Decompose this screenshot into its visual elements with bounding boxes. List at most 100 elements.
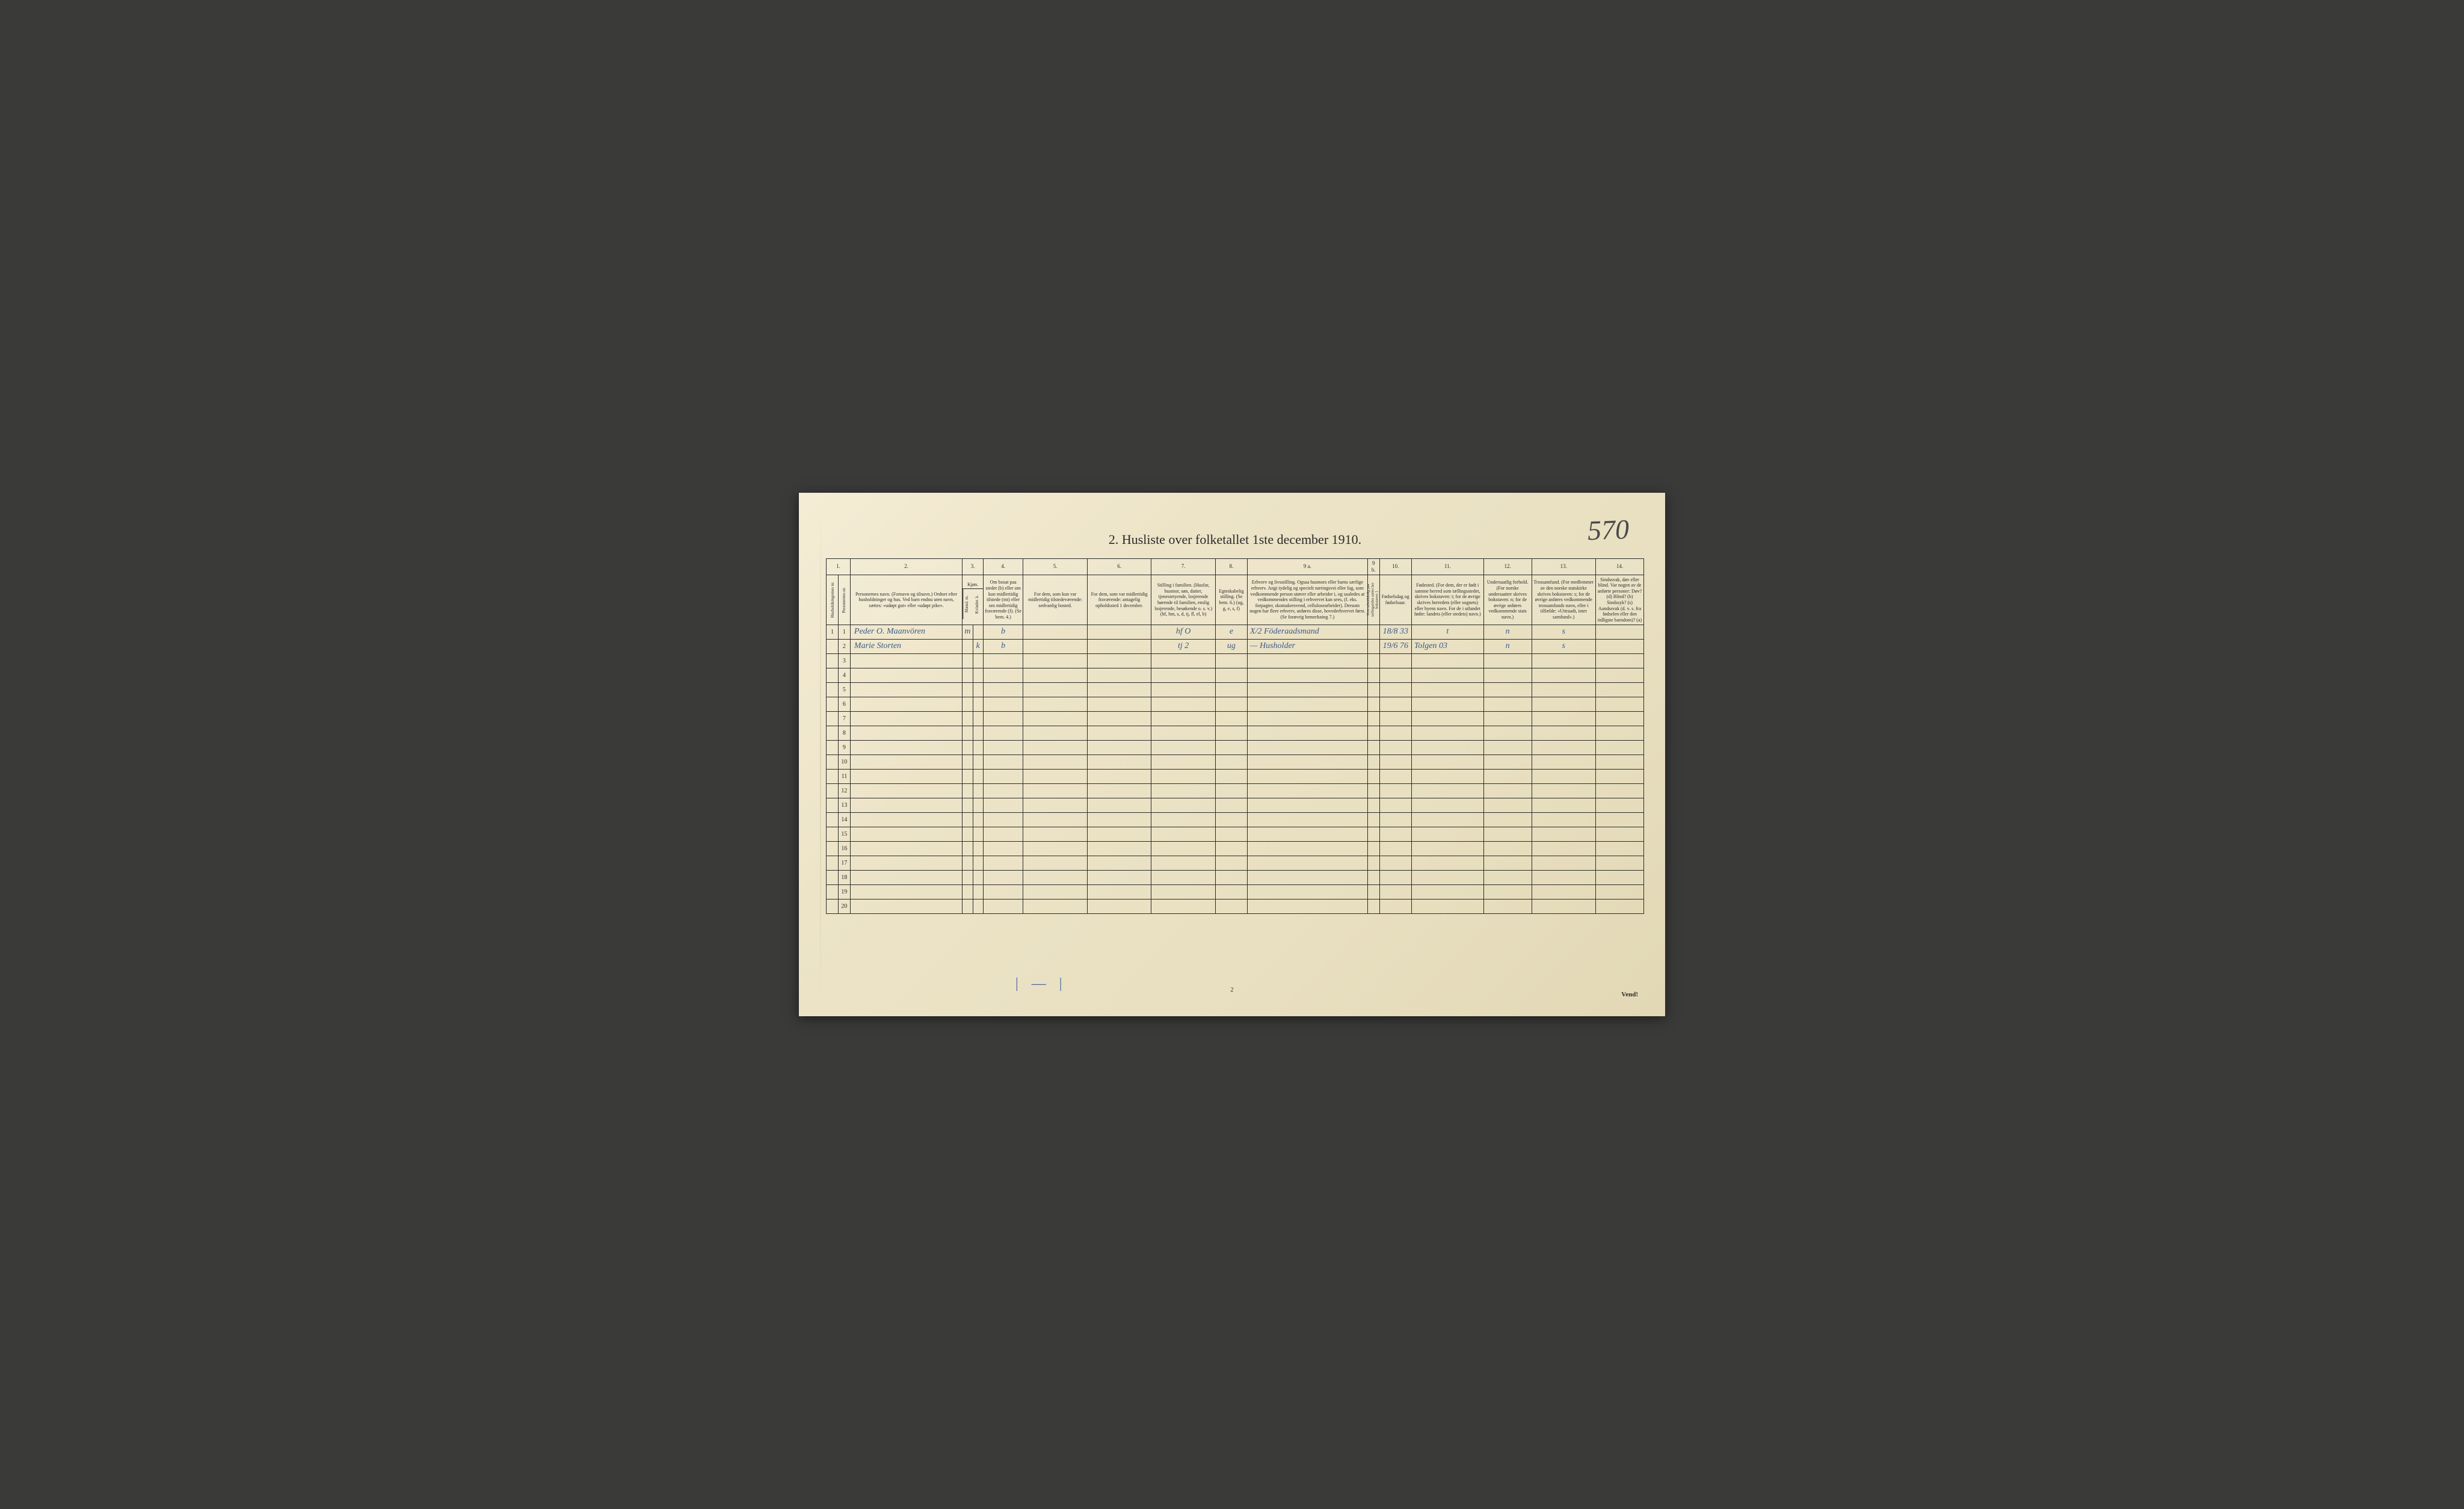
cell-empty — [1483, 697, 1532, 712]
cell-empty — [1379, 683, 1411, 697]
census-page: 570 2. Husliste over folketallet 1ste de… — [799, 493, 1665, 1016]
cell-empty — [1367, 798, 1379, 813]
cell-empty — [1087, 770, 1151, 784]
table-row: 20 — [827, 900, 1644, 914]
colnum-5: 5. — [1023, 559, 1087, 575]
cell-empty — [1379, 755, 1411, 770]
cell-empty — [1596, 827, 1644, 842]
cell-empty — [1087, 654, 1151, 668]
hdr-trossamfund: Trossamfund. (For medlemmer av den norsk… — [1532, 575, 1595, 625]
cell-empty — [1087, 856, 1151, 871]
cell-empty — [1483, 900, 1532, 914]
cell-empty — [1532, 770, 1595, 784]
cell-empty — [1248, 697, 1368, 712]
cell-empty — [1023, 871, 1087, 885]
cell-empty — [1215, 741, 1247, 755]
cell-empty — [1411, 654, 1483, 668]
hdr-tilstede: For dem, som kun var midlertidig tilsted… — [1023, 575, 1087, 625]
cell-empty — [1248, 712, 1368, 726]
cell-empty — [1215, 668, 1247, 683]
cell-pnr: 7 — [838, 712, 850, 726]
cell-empty — [1151, 654, 1215, 668]
cell-empty — [973, 871, 983, 885]
colnum-9b: 9 b. — [1367, 559, 1379, 575]
cell-empty — [1087, 755, 1151, 770]
cell-empty — [1248, 885, 1368, 900]
cell-empty — [1532, 755, 1595, 770]
cell-empty — [1483, 856, 1532, 871]
cell-eg: ug — [1215, 640, 1247, 654]
cell-empty — [1411, 683, 1483, 697]
cell-empty — [1248, 741, 1368, 755]
colnum-8: 8. — [1215, 559, 1247, 575]
cell-empty — [1596, 712, 1644, 726]
cell-empty — [1215, 726, 1247, 741]
colnum-3: 3. — [962, 559, 984, 575]
hdr-erhverv: Erhverv og livsstilling. Ogsaa husmors e… — [1248, 575, 1368, 625]
cell-empty — [1151, 668, 1215, 683]
cell-empty — [1087, 813, 1151, 827]
table-row: 8 — [827, 726, 1644, 741]
cell-empty — [1151, 798, 1215, 813]
hdr-stilling-familie: Stilling i familien. (Husfar, husmor, sø… — [1151, 575, 1215, 625]
cell-empty — [1367, 856, 1379, 871]
cell-empty — [1248, 726, 1368, 741]
cell-empty — [1367, 726, 1379, 741]
cell-empty — [962, 842, 973, 856]
cell-empty — [962, 726, 973, 741]
cell-empty — [1215, 654, 1247, 668]
cell-empty — [1087, 668, 1151, 683]
cell-empty — [983, 842, 1023, 856]
cell-hnr — [827, 871, 839, 885]
cell-empty — [850, 712, 962, 726]
cell-empty — [1023, 900, 1087, 914]
cell-empty — [1367, 827, 1379, 842]
cell-empty — [1023, 712, 1087, 726]
cell-empty — [973, 770, 983, 784]
cell-empty — [1087, 784, 1151, 798]
cell-empty — [1248, 842, 1368, 856]
cell-pnr: 19 — [838, 885, 850, 900]
cell-empty — [1248, 755, 1368, 770]
cell-empty — [1367, 784, 1379, 798]
cell-empty — [983, 755, 1023, 770]
cell-empty — [1483, 871, 1532, 885]
cell-empty — [1532, 885, 1595, 900]
cell-empty — [1379, 813, 1411, 827]
table-row: 16 — [827, 842, 1644, 856]
cell-empty — [1215, 900, 1247, 914]
cell-empty — [962, 900, 973, 914]
cell-empty — [1483, 726, 1532, 741]
cell-pnr: 1 — [838, 625, 850, 640]
cell-empty — [850, 885, 962, 900]
cell-empty — [973, 900, 983, 914]
table-body: 1 1 Peder O. Maanvören m b hf O e X/2 Fö… — [827, 625, 1644, 914]
colnum-13: 13. — [1532, 559, 1595, 575]
cell-und: n — [1483, 640, 1532, 654]
cell-empty — [850, 654, 962, 668]
cell-empty — [1532, 712, 1595, 726]
cell-empty — [1248, 654, 1368, 668]
cell-empty — [1367, 741, 1379, 755]
table-row: 12 — [827, 784, 1644, 798]
cell-empty — [1379, 712, 1411, 726]
cell-empty — [973, 784, 983, 798]
cell-empty — [1151, 697, 1215, 712]
cell-empty — [1411, 856, 1483, 871]
hdr-fodested: Fødested. (For dem, der er født i samme … — [1411, 575, 1483, 625]
cell-empty — [1596, 813, 1644, 827]
cell-empty — [1532, 654, 1595, 668]
hdr-person-nr: Personernes nr. — [838, 575, 850, 625]
cell-hnr — [827, 856, 839, 871]
cell-pnr: 3 — [838, 654, 850, 668]
cell-hnr — [827, 885, 839, 900]
cell-empty — [1215, 813, 1247, 827]
cell-empty — [1087, 741, 1151, 755]
cell-empty — [1483, 827, 1532, 842]
hdr-bosat: Om bosat paa stedet (b) eller om kun mid… — [983, 575, 1023, 625]
cell-empty — [1379, 784, 1411, 798]
cell-empty — [973, 798, 983, 813]
cell-empty — [1532, 741, 1595, 755]
cell-empty — [1215, 856, 1247, 871]
cell-empty — [1151, 842, 1215, 856]
